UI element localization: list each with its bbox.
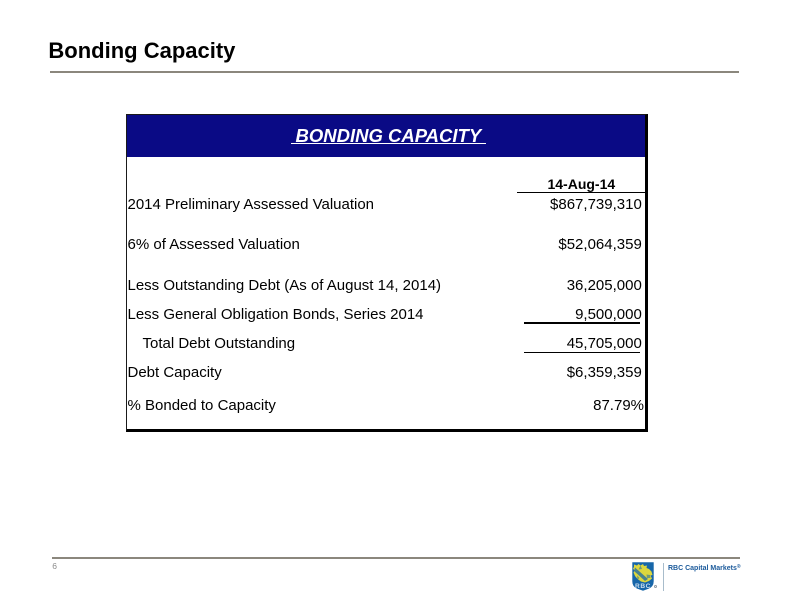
svg-text:RBC: RBC — [635, 583, 651, 590]
